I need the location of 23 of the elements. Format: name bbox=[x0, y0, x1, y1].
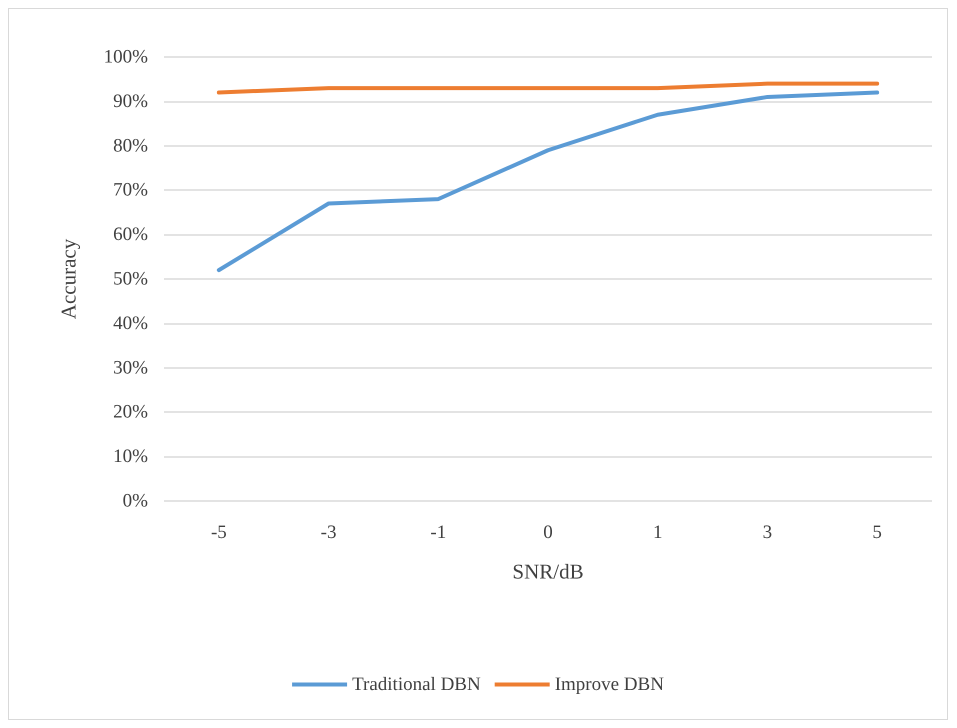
y-tick-label: 50% bbox=[113, 268, 148, 290]
y-tick-label: 10% bbox=[113, 446, 148, 468]
y-axis-title: Accuracy bbox=[56, 238, 80, 320]
x-tick-label: -5 bbox=[210, 522, 227, 543]
line-series bbox=[216, 90, 880, 272]
x-tick-label: 5 bbox=[872, 522, 882, 543]
x-axis-title: SNR/dB bbox=[512, 560, 584, 584]
y-tick-label: 90% bbox=[113, 90, 148, 112]
y-tick-label: 80% bbox=[113, 135, 148, 156]
legend-label: Traditional DBN bbox=[352, 674, 481, 695]
legend-label: Improve DBN bbox=[554, 674, 664, 695]
y-tick-label: 40% bbox=[113, 312, 148, 334]
y-tick-label: 60% bbox=[113, 224, 148, 246]
y-tick-label: 70% bbox=[113, 180, 148, 201]
x-tick-label: -1 bbox=[430, 522, 446, 543]
y-tick-label: 0% bbox=[122, 490, 148, 512]
x-tick-label: 1 bbox=[652, 522, 662, 543]
x-tick-label: 0 bbox=[543, 522, 553, 543]
y-tick-label: 20% bbox=[113, 402, 148, 423]
x-tick-label: -3 bbox=[320, 522, 336, 543]
x-tick-label: 3 bbox=[762, 522, 772, 543]
y-tick-label: 100% bbox=[104, 46, 148, 68]
y-tick-label: 30% bbox=[113, 357, 148, 378]
